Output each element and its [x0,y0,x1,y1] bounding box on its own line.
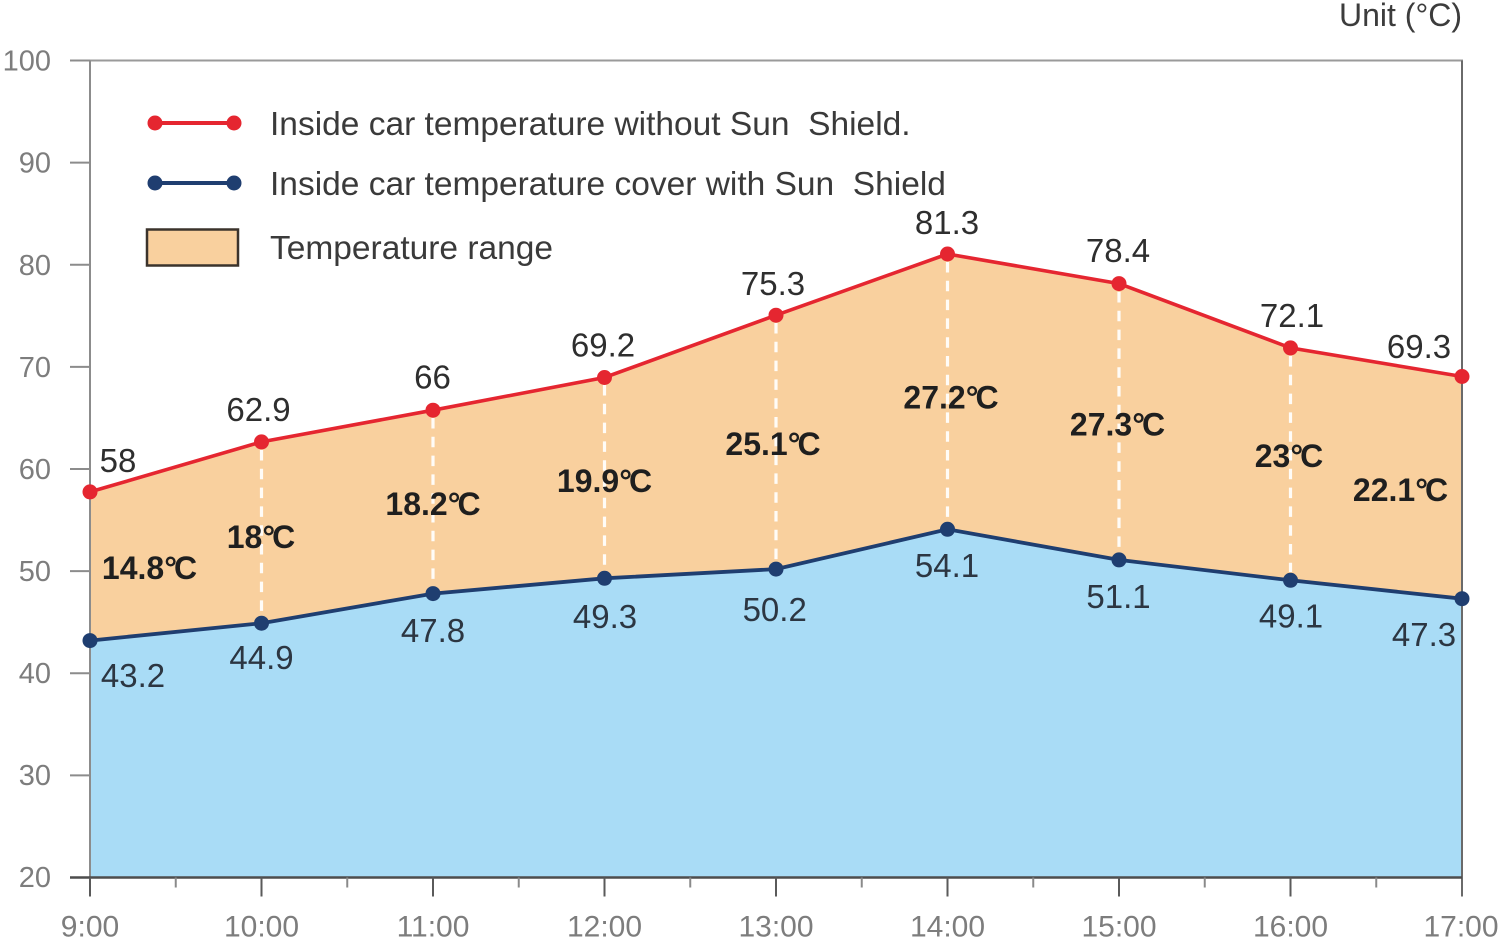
svg-text:20: 20 [19,862,51,894]
svg-text:18.2°C: 18.2°C [385,486,480,522]
svg-text:22.1°C: 22.1°C [1353,472,1448,508]
svg-text:50: 50 [19,556,51,588]
svg-text:13:00: 13:00 [738,911,813,942]
svg-text:18°C: 18°C [227,519,296,555]
svg-text:62.9: 62.9 [226,391,290,428]
svg-text:16:00: 16:00 [1253,911,1328,942]
svg-text:27.3°C: 27.3°C [1070,407,1165,443]
svg-text:44.9: 44.9 [229,639,293,676]
svg-text:12:00: 12:00 [567,911,642,942]
svg-text:14:00: 14:00 [910,911,985,942]
svg-text:30: 30 [19,760,51,792]
svg-text:51.1: 51.1 [1086,578,1150,615]
svg-text:50.2: 50.2 [743,591,807,628]
svg-text:9:00: 9:00 [61,911,119,942]
svg-text:70: 70 [19,352,51,384]
svg-text:15:00: 15:00 [1081,911,1156,942]
svg-text:90: 90 [19,148,51,180]
svg-text:Inside car temperature without: Inside car temperature without Sun Shiel… [270,106,911,143]
svg-text:69.2: 69.2 [571,327,635,364]
svg-text:17:00: 17:00 [1423,911,1498,942]
svg-text:47.3: 47.3 [1392,616,1456,653]
svg-text:Unit (°C): Unit (°C) [1339,0,1462,33]
svg-text:Temperature range: Temperature range [270,230,553,267]
svg-text:40: 40 [19,658,51,690]
svg-text:19.9°C: 19.9°C [557,463,652,499]
svg-text:78.4: 78.4 [1086,232,1150,269]
svg-text:100: 100 [3,46,51,78]
svg-text:60: 60 [19,454,51,486]
svg-text:69.3: 69.3 [1387,328,1451,365]
svg-text:80: 80 [19,250,51,282]
svg-text:11:00: 11:00 [397,911,470,942]
svg-text:75.3: 75.3 [741,265,805,302]
svg-text:49.3: 49.3 [573,598,637,635]
svg-text:49.1: 49.1 [1259,598,1323,635]
svg-text:58: 58 [100,442,137,479]
svg-text:23°C: 23°C [1255,438,1324,474]
svg-text:72.1: 72.1 [1260,297,1324,334]
svg-text:27.2°C: 27.2°C [903,380,998,416]
svg-text:81.3: 81.3 [915,204,979,241]
svg-text:47.8: 47.8 [401,612,465,649]
svg-text:10:00: 10:00 [224,911,299,942]
svg-text:14.8°C: 14.8°C [102,550,197,586]
svg-text:54.1: 54.1 [915,547,979,584]
svg-text:66: 66 [414,359,451,396]
svg-text:Inside car temperature cover w: Inside car temperature cover with Sun Sh… [270,166,946,203]
svg-text:25.1°C: 25.1°C [725,426,820,462]
svg-text:43.2: 43.2 [101,657,165,694]
